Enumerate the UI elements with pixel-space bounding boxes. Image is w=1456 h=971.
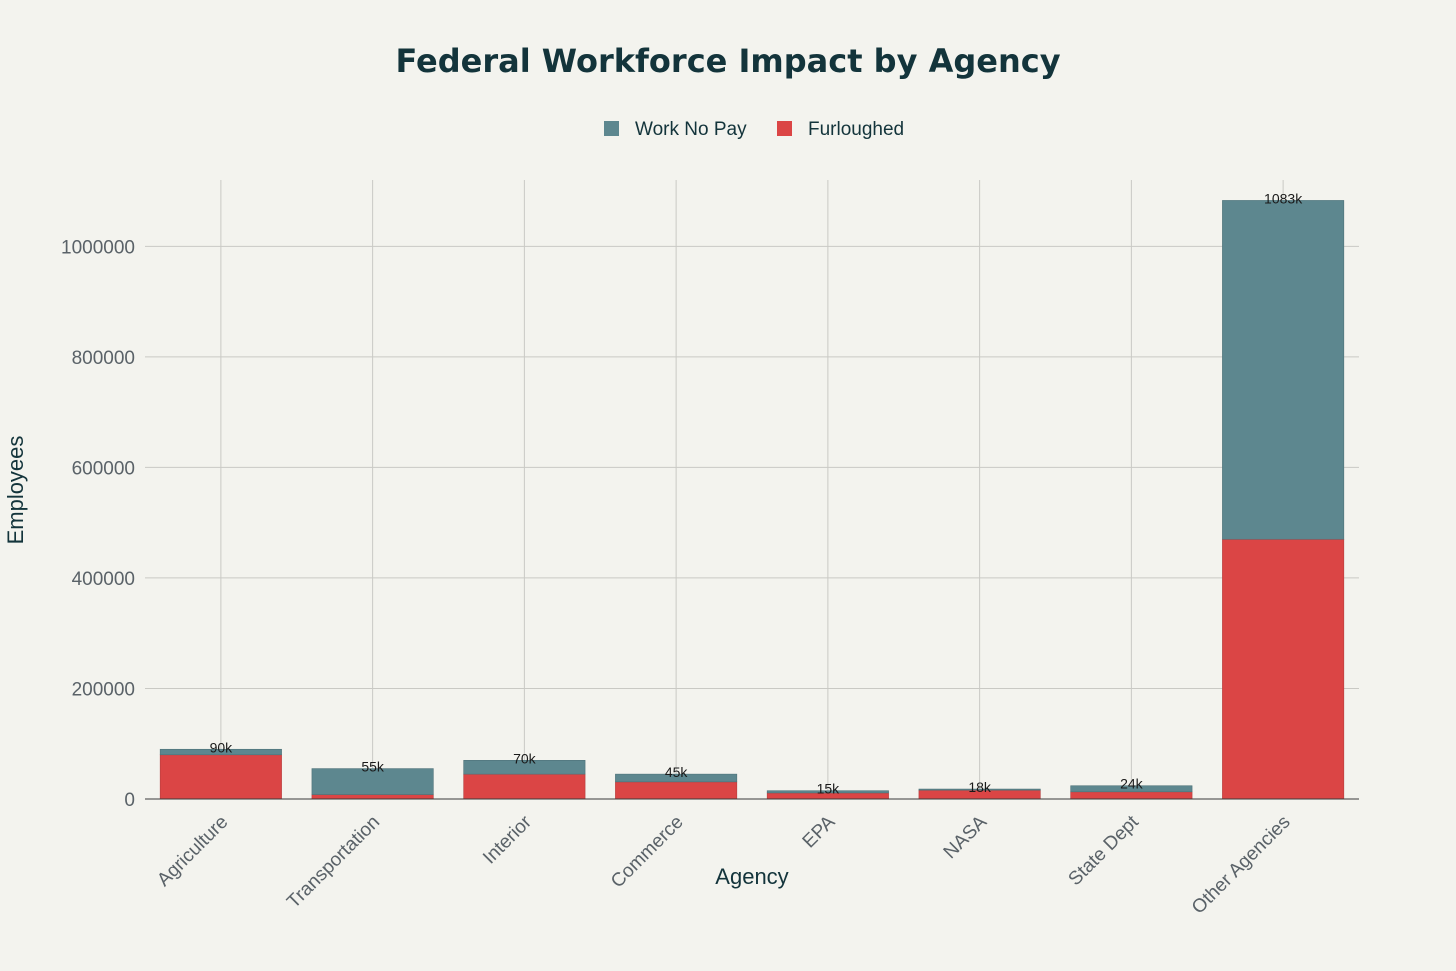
y-tick-label: 200000 xyxy=(72,679,135,700)
bar-work-no-pay xyxy=(311,768,434,795)
bar-work-no-pay xyxy=(463,760,586,775)
total-label: 90k xyxy=(210,739,234,755)
bar-furloughed xyxy=(311,794,434,800)
x-axis-title: Agency xyxy=(715,864,788,889)
grid xyxy=(145,180,1359,799)
bar-work-no-pay xyxy=(615,773,738,783)
legend-item[interactable]: Work No Pay xyxy=(604,119,747,140)
y-tick-label: 1000000 xyxy=(61,237,135,258)
y-tick-label: 600000 xyxy=(72,458,135,479)
chart-title: Federal Workforce Impact by Agency xyxy=(395,42,1060,80)
total-label: 15k xyxy=(817,781,841,797)
total-label: 1083k xyxy=(1264,190,1303,206)
total-label: 18k xyxy=(968,779,992,795)
y-tick-label: 400000 xyxy=(72,569,135,590)
bar-furloughed xyxy=(615,781,738,800)
bar-work-no-pay xyxy=(766,790,889,794)
total-label: 45k xyxy=(665,764,689,780)
legend-item[interactable]: Furloughed xyxy=(777,119,904,140)
legend: Work No Pay Furloughed xyxy=(604,119,904,140)
data-labels: 90k 55k 70k 45k 15k 18k 24k 1083k xyxy=(210,190,1304,796)
bar-furloughed xyxy=(463,773,586,800)
x-tick-label: State Dept xyxy=(1065,811,1144,890)
total-label: 24k xyxy=(1120,776,1144,792)
bar-work-no-pay xyxy=(1222,200,1345,540)
x-tick-label: NASA xyxy=(940,811,992,863)
legend-label: Furloughed xyxy=(808,119,904,140)
y-tick-label: 0 xyxy=(124,790,135,811)
x-tick-label: Interior xyxy=(479,811,536,868)
x-tick-label: EPA xyxy=(799,811,840,852)
bar-furloughed xyxy=(1222,538,1345,800)
legend-label: Work No Pay xyxy=(635,119,747,140)
x-tick-label: Transportation xyxy=(283,812,384,913)
x-tick-label: Agriculture xyxy=(153,812,232,891)
total-label: 70k xyxy=(513,750,537,766)
legend-swatch xyxy=(777,121,792,136)
x-tick-label: Other Agencies xyxy=(1188,812,1295,919)
bars xyxy=(159,200,1345,800)
total-label: 55k xyxy=(361,759,385,775)
y-axis-ticks: 0 200000 400000 600000 800000 1000000 xyxy=(61,237,135,811)
bar-work-no-pay xyxy=(159,748,282,756)
legend-swatch xyxy=(604,121,619,136)
bar-work-no-pay xyxy=(918,788,1041,791)
bar-work-no-pay xyxy=(1070,785,1193,793)
y-tick-label: 800000 xyxy=(72,348,135,369)
y-axis-title: Employees xyxy=(3,436,28,545)
x-tick-label: Commerce xyxy=(607,812,688,893)
bar-furloughed xyxy=(159,754,282,800)
bar-furloughed xyxy=(1070,791,1193,800)
